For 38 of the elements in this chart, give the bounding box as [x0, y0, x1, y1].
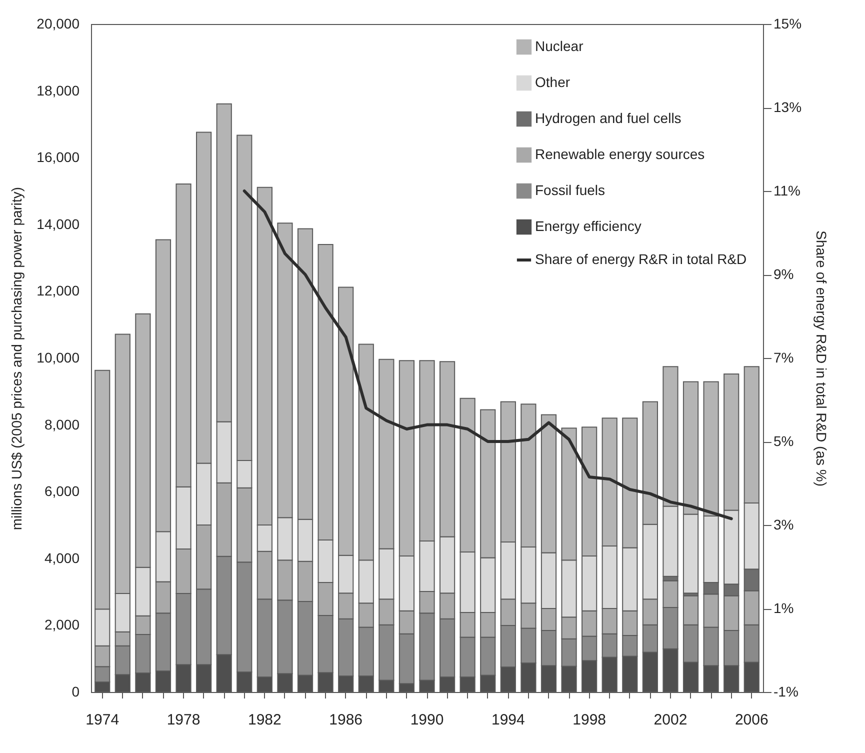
legend-label: Hydrogen and fuel cells — [535, 110, 682, 126]
x-tick-label: 1974 — [86, 712, 120, 728]
legend-label: Nuclear — [535, 38, 584, 54]
y-tick-label: 12,000 — [36, 282, 80, 299]
y2-tick-label: 9% — [774, 266, 794, 282]
y-tick-label: 18,000 — [36, 82, 80, 98]
x-tick-label: 1994 — [491, 712, 525, 728]
y-tick-label: 14,000 — [36, 216, 80, 232]
legend-label: Energy efficiency — [535, 218, 642, 234]
x-tick-label: 2002 — [654, 712, 688, 728]
y-tick-label: 16,000 — [36, 149, 80, 166]
y-tick-label: 10,000 — [36, 350, 80, 366]
y-tick-label: 4,000 — [44, 550, 80, 566]
y-tick-label: 8,000 — [44, 416, 80, 432]
legend-label: Other — [535, 74, 570, 90]
x-tick-label: 1986 — [329, 712, 363, 728]
y-tick-label: 6,000 — [44, 483, 80, 500]
y2-tick-label: 7% — [774, 350, 794, 366]
y-tick-label: 2,000 — [44, 616, 80, 633]
legend-label: Share of energy R&R in total R&D — [535, 251, 747, 267]
y-axis-title: millions US$ (2005 prices and purchasing power parity) — [8, 186, 25, 530]
x-tick-label: 1982 — [248, 712, 282, 728]
x-tick-label: 1998 — [572, 712, 606, 728]
x-tick-label: 1990 — [410, 712, 444, 728]
y-tick-label: 0 — [72, 684, 80, 700]
y2-tick-label: 13% — [774, 99, 802, 115]
legend-label: Fossil fuels — [535, 182, 606, 198]
x-tick-label: 2006 — [734, 712, 768, 728]
y2-axis-title: Share of energy R&D in total R&D (as %) — [814, 230, 830, 486]
y2-tick-label: 5% — [774, 433, 794, 449]
y2-tick-label: -1% — [774, 684, 798, 700]
y2-tick-label: 11% — [774, 182, 800, 198]
y2-tick-label: 3% — [774, 516, 794, 532]
x-tick-label: 1978 — [166, 712, 200, 728]
y2-tick-label: 1% — [774, 600, 794, 616]
y2-tick-label: 15% — [774, 16, 802, 32]
legend-label: Renewable energy sources — [535, 146, 705, 162]
y-tick-label: 20,000 — [36, 16, 80, 32]
